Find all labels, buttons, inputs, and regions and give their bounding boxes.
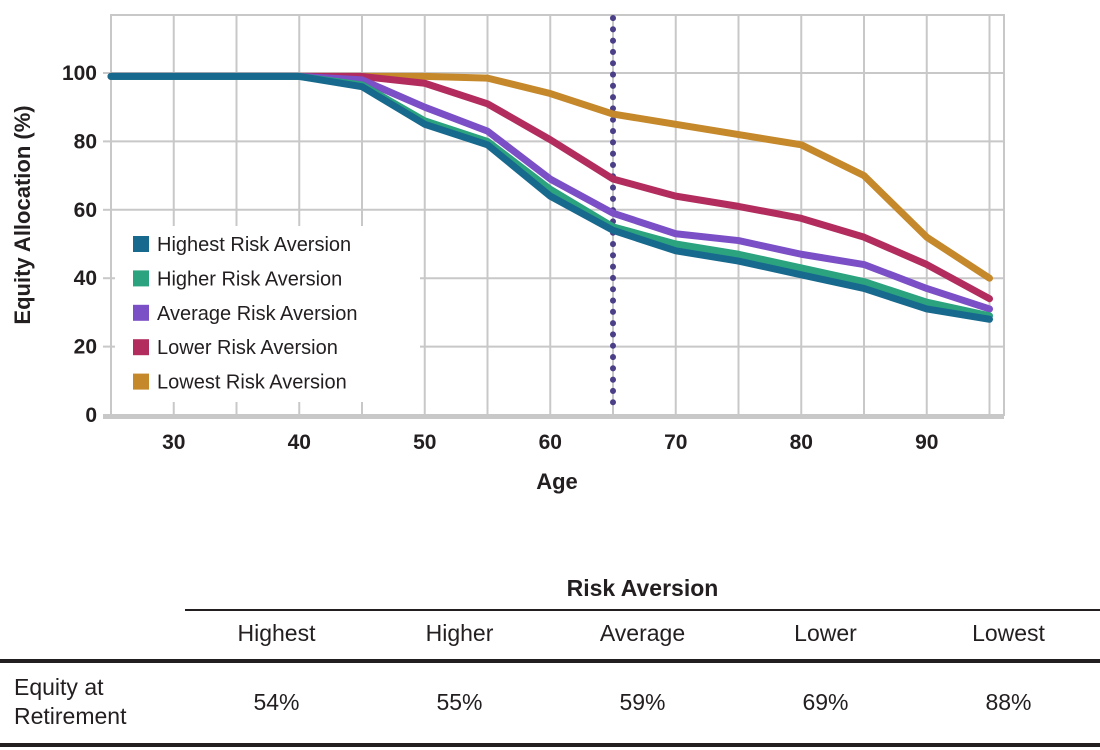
legend-swatch-1 — [133, 270, 149, 287]
table-header-row: Highest Higher Average Lower Lowest — [0, 611, 1100, 663]
equity-at-retirement-table: Risk Aversion Highest Higher Average Low… — [0, 575, 1100, 747]
legend-swatch-3 — [133, 339, 149, 356]
equity-allocation-chart: Highest Risk Aversion Higher Risk Aversio… — [10, 14, 1005, 494]
table-header-spacer — [0, 611, 185, 659]
table-data-row: Equity at Retirement 54% 55% 59% 69% 88% — [0, 663, 1100, 747]
legend-swatch-0 — [133, 236, 149, 252]
y-tick-label-60: 60 — [74, 199, 97, 222]
y-tick-label-100: 100 — [62, 62, 97, 85]
legend-box — [115, 226, 420, 402]
legend-label-2: Average Risk Aversion — [157, 303, 357, 325]
x-tick-label-30: 30 — [162, 431, 185, 454]
y-tick-label-80: 80 — [74, 130, 97, 153]
x-tick-label-70: 70 — [664, 431, 687, 454]
table-title-spacer — [0, 575, 185, 611]
chart-canvas: Highest Risk Aversion Higher Risk Aversio… — [10, 14, 1005, 494]
y-tick-label-40: 40 — [74, 267, 97, 290]
value-lower: 69% — [802, 689, 849, 716]
y-axis-title: Equity Allocation (%) — [10, 105, 35, 324]
x-tick-label-80: 80 — [790, 431, 813, 454]
x-tick-label-40: 40 — [288, 431, 311, 454]
value-highest: 54% — [253, 689, 300, 716]
value-higher: 55% — [436, 689, 483, 716]
table-column-average: Average — [599, 620, 686, 646]
y-tick-label-20: 20 — [74, 336, 97, 359]
table-column-higher: Higher — [425, 620, 494, 646]
legend-label-3: Lower Risk Aversion — [157, 337, 338, 359]
legend-swatch-4 — [133, 373, 149, 390]
legend-label-4: Lowest Risk Aversion — [157, 372, 347, 394]
value-lowest: 88% — [985, 689, 1032, 716]
x-tick-label-90: 90 — [915, 431, 938, 454]
table-title: Risk Aversion — [185, 575, 1100, 611]
legend-label-1: Higher Risk Aversion — [157, 268, 342, 290]
value-average: 59% — [619, 689, 666, 716]
y-tick-label-0: 0 — [85, 404, 97, 427]
x-axis-title: Age — [536, 469, 578, 494]
table-column-highest: Highest — [237, 620, 316, 646]
table-column-lowest: Lowest — [972, 620, 1045, 646]
x-tick-label-60: 60 — [539, 431, 562, 454]
table-row-label: Equity at Retirement — [14, 674, 127, 729]
legend-swatch-2 — [133, 304, 149, 321]
table-title-row: Risk Aversion — [0, 575, 1100, 611]
table-column-lower: Lower — [794, 620, 857, 646]
series-line-highest-risk-aversion — [107, 72, 993, 323]
legend-label-0: Highest Risk Aversion — [157, 234, 351, 256]
x-tick-label-50: 50 — [413, 431, 436, 454]
